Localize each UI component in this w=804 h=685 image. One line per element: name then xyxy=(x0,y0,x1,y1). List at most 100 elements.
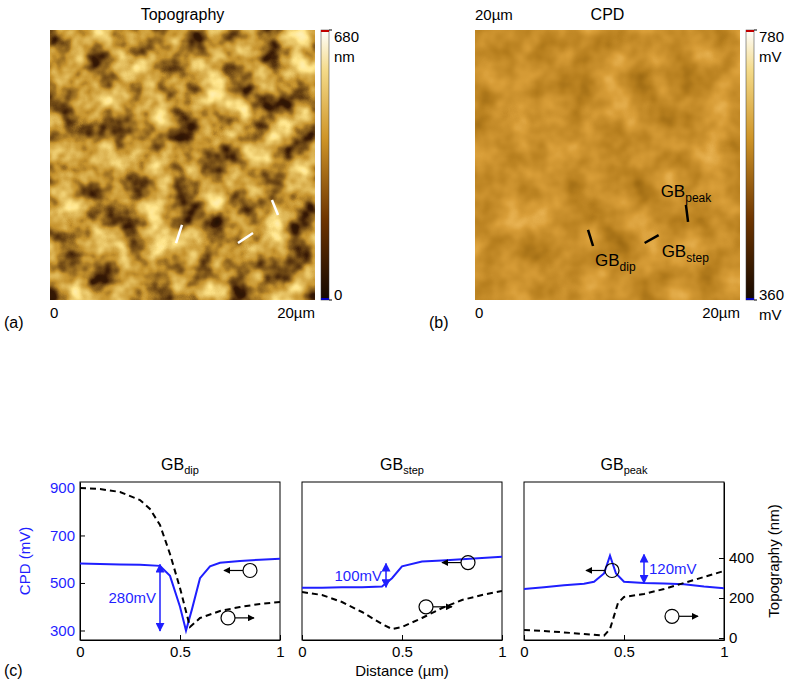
colorbar-cap-low xyxy=(321,298,329,300)
plot-frame xyxy=(80,482,280,640)
tick: 0 xyxy=(719,629,737,646)
axis: 300500700900 xyxy=(50,479,85,640)
data-line xyxy=(302,557,502,588)
panel-title-main: GB xyxy=(380,456,403,473)
figure-svg: Topography(a)020µm0680nmCPD(b)020µm20µmG… xyxy=(0,0,804,685)
panel-label: (c) xyxy=(4,662,23,679)
data-line xyxy=(524,556,724,589)
tick-label: 0 xyxy=(520,643,528,660)
data-line xyxy=(524,571,724,636)
tick: 0.5 xyxy=(392,635,413,660)
axis: 00.51 xyxy=(520,635,728,660)
tick-mark xyxy=(80,583,85,584)
tick-label: 0.5 xyxy=(614,643,635,660)
tick: 1 xyxy=(498,635,506,660)
tick-mark xyxy=(402,635,403,640)
axis-indicator-arrow xyxy=(235,617,254,618)
annotation-arrow xyxy=(385,563,387,587)
panel-title-sub: dip xyxy=(184,464,199,476)
tick: 0.5 xyxy=(170,635,191,660)
map-image xyxy=(475,30,740,300)
tick-label: 1 xyxy=(720,643,728,660)
tick: 1 xyxy=(276,635,284,660)
annotation-arrow xyxy=(159,564,161,631)
tick: 300 xyxy=(50,622,85,639)
tick-mark xyxy=(80,535,85,536)
panel-title-main: GB xyxy=(161,456,184,473)
colorbar-label-line: 680 xyxy=(334,28,359,45)
profile-line xyxy=(272,200,278,215)
tick: 700 xyxy=(50,527,85,544)
axis-indicator-circle xyxy=(243,563,257,577)
colorbar-label: 780mV xyxy=(759,28,784,65)
profile-label-sub: peak xyxy=(685,191,712,205)
tick-mark xyxy=(524,635,525,640)
tick-label: 900 xyxy=(50,479,75,496)
map-image xyxy=(50,30,315,300)
data-line xyxy=(80,559,280,631)
plot-frame xyxy=(302,482,502,640)
line-panel: 0 0.5 1 GBstep Distance (µm) 100mV xyxy=(298,456,506,679)
x-axis-title: Distance (µm) xyxy=(355,662,449,679)
colorbar-tick xyxy=(754,30,757,31)
panel-title: GBpeak xyxy=(601,456,648,476)
tick-label: 700 xyxy=(50,527,75,544)
annotation-label: 100mV xyxy=(334,567,382,584)
map-title: Topography xyxy=(141,6,225,23)
profile-label: GBpeak xyxy=(661,182,713,205)
tick-label: 0 xyxy=(298,643,306,660)
tick: 0 xyxy=(520,635,528,660)
annotation-label: 280mV xyxy=(108,589,156,606)
tick-mark xyxy=(719,638,724,639)
profile-label-sub: dip xyxy=(620,260,636,274)
tick-label: 1 xyxy=(498,643,506,660)
y-axis-title: CPD (mV) xyxy=(16,527,33,595)
colorbar-label-line: nm xyxy=(334,48,355,65)
y2-axis-title: Topography (nm) xyxy=(765,504,782,617)
axis-indicator-arrow xyxy=(433,606,452,607)
profile-label-sub: step xyxy=(686,251,709,265)
data-line xyxy=(80,488,280,627)
axis-indicator xyxy=(442,556,475,570)
profile-label: GBstep xyxy=(662,242,710,265)
axis-indicator-circle xyxy=(605,563,619,577)
panel-title: GBdip xyxy=(161,456,199,476)
tick-mark xyxy=(624,635,625,640)
tick-label: 0 xyxy=(475,304,483,321)
axis-indicator-circle xyxy=(221,611,235,625)
axis-indicator xyxy=(665,609,698,623)
tick-mark xyxy=(719,558,724,559)
axis-indicator xyxy=(224,563,257,577)
tick-mark xyxy=(80,630,85,631)
colorbar-label: 0 xyxy=(334,286,342,303)
panel-title-sub: peak xyxy=(624,464,648,476)
profile-line xyxy=(238,233,253,243)
tick-label: 400 xyxy=(729,549,754,566)
plot-area xyxy=(524,556,724,636)
tick-label: 0.5 xyxy=(392,643,413,660)
map-title: CPD xyxy=(591,6,625,23)
tick-mark xyxy=(502,635,503,640)
colorbar-cap-low xyxy=(746,298,754,300)
tick-label: 0 xyxy=(76,643,84,660)
profile-label-main: GB xyxy=(661,182,686,201)
panel-title: GBstep xyxy=(380,456,424,476)
panel-label: (b) xyxy=(429,314,449,331)
tick-label: 20µm xyxy=(277,304,315,321)
line-panel: 00.510200400GBpeakTopography (nm)120mV xyxy=(520,456,782,660)
colorbar-label: 360mV xyxy=(759,286,784,323)
tick-label: 0 xyxy=(50,304,58,321)
profile-line xyxy=(645,235,659,243)
annotation-arrow xyxy=(643,554,645,583)
map-panel: CPD(b)020µm20µmGBdipGBstepGBpeak360mV780… xyxy=(429,6,784,331)
colorbar-cap-high xyxy=(321,30,329,32)
axis-line xyxy=(303,640,503,641)
tick-mark xyxy=(180,635,181,640)
profile-line xyxy=(588,230,593,246)
map-panel: Topography(a)020µm0680nm xyxy=(4,6,359,331)
plot-frame xyxy=(524,482,724,640)
panel-title-main: GB xyxy=(601,456,624,473)
colorbar-label-line: 0 xyxy=(334,286,342,303)
tick: 0.5 xyxy=(614,635,635,660)
plot-area xyxy=(80,488,280,630)
